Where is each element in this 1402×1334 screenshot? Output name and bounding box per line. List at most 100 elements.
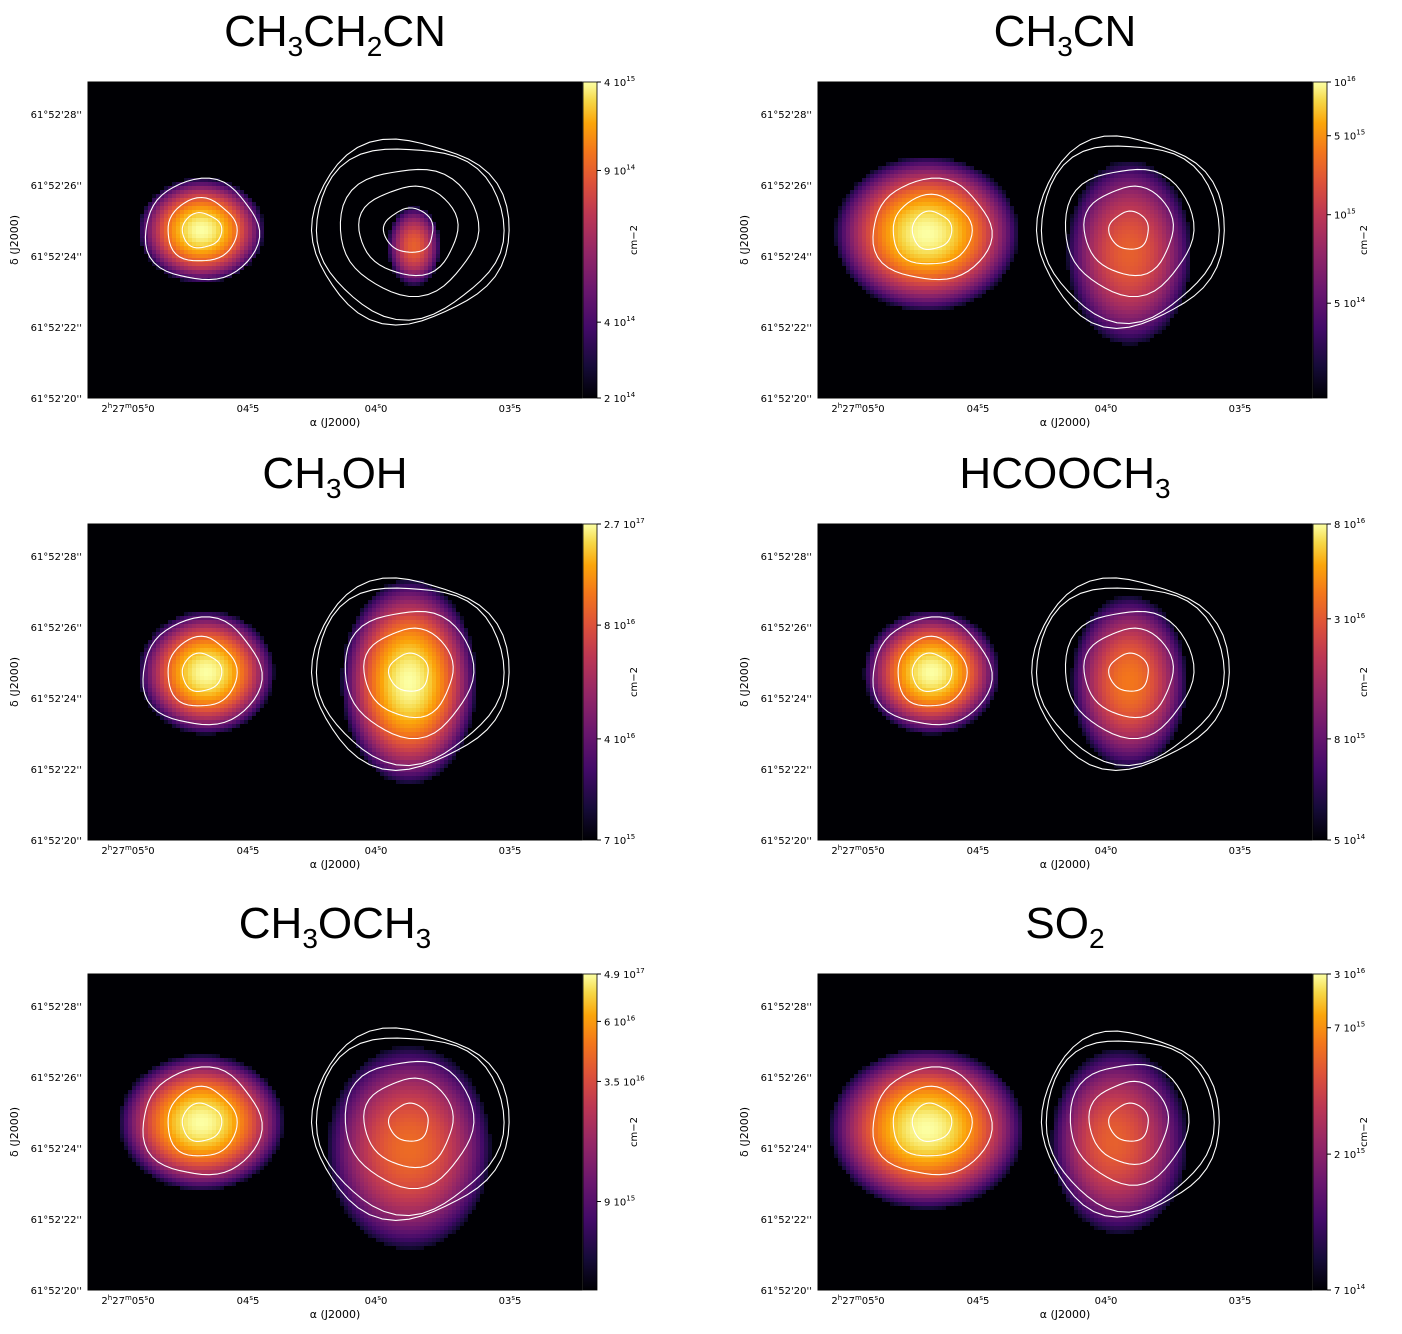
heatmap-cell bbox=[448, 644, 452, 648]
heatmap-cell bbox=[870, 206, 874, 210]
heatmap-cell bbox=[168, 198, 172, 202]
heatmap-cell bbox=[360, 700, 364, 704]
heatmap-cell bbox=[424, 222, 428, 226]
heatmap-cell bbox=[416, 680, 420, 684]
heatmap-cell bbox=[1170, 286, 1174, 290]
heatmap-cell bbox=[982, 290, 986, 294]
heatmap-cell bbox=[902, 278, 906, 282]
heatmap-cell bbox=[1094, 246, 1098, 250]
heatmap-cell bbox=[180, 198, 184, 202]
heatmap-cell bbox=[256, 652, 260, 656]
heatmap-cell bbox=[192, 612, 196, 616]
heatmap-cell bbox=[1106, 214, 1110, 218]
heatmap-cell bbox=[1114, 162, 1118, 166]
heatmap-cell bbox=[160, 644, 164, 648]
heatmap-cell bbox=[1126, 194, 1130, 198]
heatmap-cell bbox=[1094, 270, 1098, 274]
heatmap-cell bbox=[930, 170, 934, 174]
heatmap-cell bbox=[1130, 298, 1134, 302]
heatmap-cell bbox=[236, 624, 240, 628]
heatmap-cell bbox=[990, 198, 994, 202]
heatmap-cell bbox=[444, 612, 448, 616]
heatmap-cell bbox=[1130, 254, 1134, 258]
heatmap-cell bbox=[204, 632, 208, 636]
heatmap-cell bbox=[1122, 190, 1126, 194]
heatmap-cell bbox=[1174, 262, 1178, 266]
heatmap-cell bbox=[886, 258, 890, 262]
heatmap-cell bbox=[966, 290, 970, 294]
heatmap-cell bbox=[164, 624, 168, 628]
heatmap-cell bbox=[906, 226, 910, 230]
heatmap-cell bbox=[232, 668, 236, 672]
heatmap-cell bbox=[962, 182, 966, 186]
heatmap-cell bbox=[938, 182, 942, 186]
heatmap-cell bbox=[380, 600, 384, 604]
heatmap-cell bbox=[946, 234, 950, 238]
heatmap-cell bbox=[974, 190, 978, 194]
heatmap-cell bbox=[252, 668, 256, 672]
heatmap-cell bbox=[870, 270, 874, 274]
heatmap-cell bbox=[1174, 202, 1178, 206]
heatmap-cell bbox=[1186, 274, 1190, 278]
heatmap-cell bbox=[1150, 210, 1154, 214]
heatmap-cell bbox=[874, 186, 878, 190]
heatmap-cell bbox=[958, 190, 962, 194]
heatmap-cell bbox=[432, 250, 436, 254]
heatmap-cell bbox=[1110, 298, 1114, 302]
heatmap-cell bbox=[954, 218, 958, 222]
heatmap-cell bbox=[412, 600, 416, 604]
heatmap-cell bbox=[862, 238, 866, 242]
heatmap-cell bbox=[224, 214, 228, 218]
heatmap-cell bbox=[1182, 214, 1186, 218]
heatmap-cell bbox=[412, 680, 416, 684]
heatmap-cell bbox=[236, 616, 240, 620]
heatmap-cell bbox=[1002, 262, 1006, 266]
heatmap-cell bbox=[1118, 306, 1122, 310]
heatmap-cell bbox=[248, 238, 252, 242]
heatmap-cell bbox=[164, 186, 168, 190]
heatmap-cell bbox=[200, 242, 204, 246]
heatmap-cell bbox=[348, 652, 352, 656]
heatmap-cell bbox=[934, 282, 938, 286]
heatmap-cell bbox=[1094, 326, 1098, 330]
heatmap-cell bbox=[460, 664, 464, 668]
heatmap-cell bbox=[866, 214, 870, 218]
heatmap-cell bbox=[938, 198, 942, 202]
heatmap-cell bbox=[1098, 230, 1102, 234]
heatmap-cell bbox=[208, 218, 212, 222]
heatmap-cell bbox=[962, 222, 966, 226]
heatmap-cell bbox=[862, 230, 866, 234]
colorbar-label: cm−2 bbox=[629, 225, 640, 255]
heatmap-cell bbox=[1122, 298, 1126, 302]
heatmap-cell bbox=[368, 676, 372, 680]
heatmap-cell bbox=[396, 234, 400, 238]
heatmap-cell bbox=[930, 290, 934, 294]
heatmap-cell bbox=[834, 238, 838, 242]
heatmap-cell bbox=[392, 266, 396, 270]
heatmap-cell bbox=[890, 274, 894, 278]
heatmap-cell bbox=[160, 624, 164, 628]
heatmap-cell bbox=[416, 282, 420, 286]
heatmap-cell bbox=[934, 238, 938, 242]
heatmap-cell bbox=[240, 684, 244, 688]
heatmap-cell bbox=[926, 222, 930, 226]
heatmap-cell bbox=[890, 218, 894, 222]
heatmap-cell bbox=[1142, 246, 1146, 250]
heatmap-cell bbox=[424, 226, 428, 230]
heatmap-cell bbox=[196, 182, 200, 186]
heatmap-cell bbox=[1078, 194, 1082, 198]
chart-title: CH3CN bbox=[994, 7, 1137, 62]
heatmap-cell bbox=[404, 222, 408, 226]
heatmap-cell bbox=[176, 262, 180, 266]
heatmap-cell bbox=[1166, 234, 1170, 238]
heatmap-cell bbox=[432, 684, 436, 688]
heatmap-cell bbox=[400, 242, 404, 246]
heatmap-cell bbox=[1130, 266, 1134, 270]
heatmap-cell bbox=[838, 218, 842, 222]
heatmap-cell bbox=[982, 282, 986, 286]
heatmap-cell bbox=[424, 230, 428, 234]
heatmap-cell bbox=[416, 270, 420, 274]
heatmap-cell bbox=[958, 262, 962, 266]
heatmap-cell bbox=[874, 238, 878, 242]
heatmap-cell bbox=[978, 226, 982, 230]
